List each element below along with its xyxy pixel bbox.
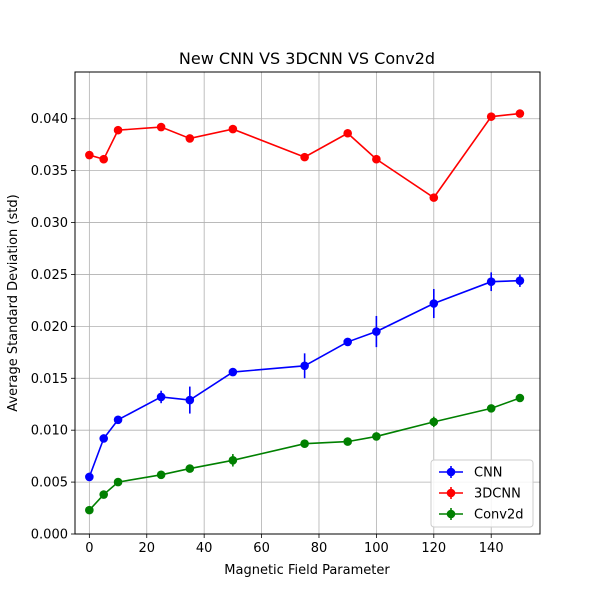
data-point-conv2d [486,404,496,413]
data-point-conv2d [85,505,94,515]
x-tick-label: 140 [479,541,504,556]
y-tick-label: 0.000 [31,528,68,543]
data-point-3dcnn [228,124,238,134]
data-point-conv2d [343,437,352,446]
y-tick-label: 0.005 [31,476,68,491]
data-point-cnn [486,277,496,287]
data-point-3dcnn [486,112,496,121]
data-point-3dcnn [515,109,525,118]
legend-label-cnn: CNN [474,466,503,481]
data-point-cnn [85,472,94,482]
data-point-conv2d [429,417,439,427]
series-layer [85,109,525,515]
legend-marker-conv2d [446,509,456,519]
y-tick-label: 0.040 [31,112,68,127]
legend-label-3dcnn: 3DCNN [474,487,521,502]
data-point-conv2d [300,439,309,448]
data-point-cnn [228,367,238,377]
x-tick-label: 120 [421,541,446,556]
y-tick-label: 0.030 [31,216,68,231]
y-tick-label: 0.035 [31,164,68,179]
data-point-conv2d [372,432,381,441]
grid [75,72,540,535]
data-point-cnn [300,361,309,371]
x-axis-label: Magnetic Field Parameter [224,563,390,578]
legend-label-conv2d: Conv2d [474,508,524,523]
legend: CNN 3DCNN Conv2d [430,459,534,528]
y-tick-label: 0.020 [31,320,68,335]
legend-marker-3dcnn [446,488,456,498]
axis-ticks: 0 20 40 60 80 100 120 140 0.000 0.005 0.010 0.015 0.… [31,112,504,556]
data-point-cnn [515,276,525,285]
series-line-3dcnn [89,112,520,199]
legend-marker-cnn [446,467,456,477]
data-point-conv2d [185,464,195,473]
y-tick-label: 0.010 [31,424,68,439]
data-point-cnn [429,299,439,308]
data-point-cnn [156,392,166,402]
data-point-3dcnn [185,134,195,143]
series-conv2d [85,393,525,515]
series-3dcnn [85,109,525,202]
y-axis-label: Average Standard Deviation (std) [6,194,21,411]
legend-box [430,459,534,528]
data-point-conv2d [156,470,166,480]
data-point-3dcnn [99,154,109,164]
y-tick-label: 0.015 [31,372,68,387]
data-point-conv2d [99,490,109,499]
data-point-conv2d [113,477,123,487]
series-cnn [85,272,525,482]
chart-title: New CNN VS 3DCNN VS Conv2d [179,49,435,68]
y-tick-label: 0.025 [31,268,68,283]
x-tick-label: 40 [196,541,213,556]
data-point-cnn [185,395,195,405]
x-tick-label: 100 [364,541,389,556]
plot-frame [74,71,541,535]
x-tick-label: 20 [138,541,155,556]
data-point-cnn [343,337,352,347]
x-tick-label: 80 [311,541,328,556]
data-point-conv2d [228,455,238,465]
x-tick-label: 60 [253,541,270,556]
data-point-3dcnn [300,152,309,162]
data-point-3dcnn [85,150,94,160]
data-point-3dcnn [156,122,166,132]
data-point-3dcnn [372,154,381,164]
data-point-cnn [113,415,123,425]
data-point-cnn [99,434,109,443]
data-point-3dcnn [113,125,123,135]
data-point-3dcnn [343,128,352,138]
data-point-conv2d [515,393,525,403]
data-point-cnn [372,327,381,336]
x-tick-label: 0 [85,541,93,556]
data-point-3dcnn [429,193,439,202]
